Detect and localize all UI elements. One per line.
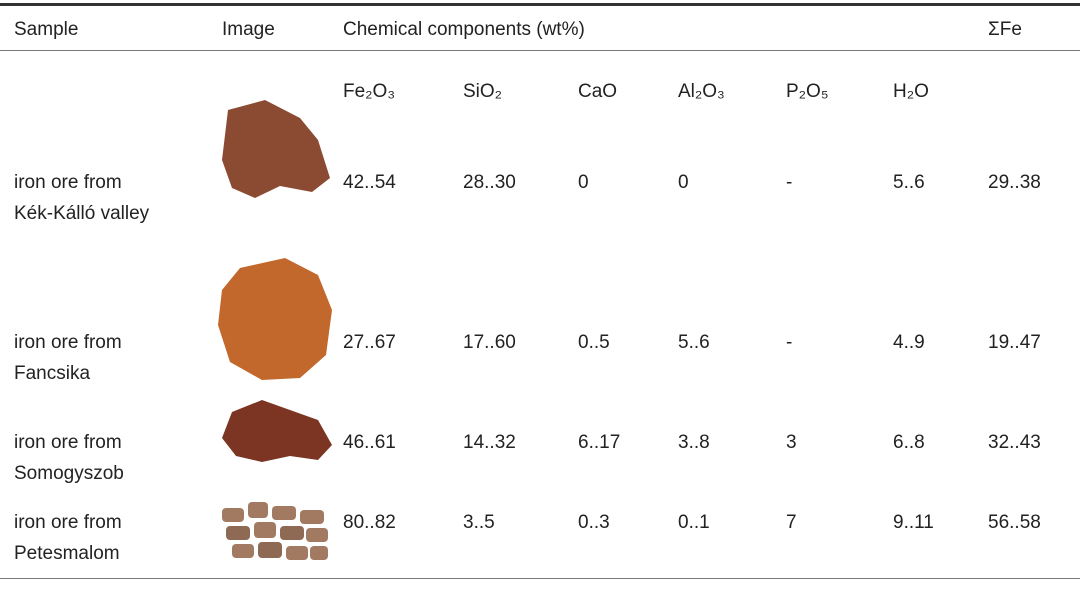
header-cell: Image — [222, 19, 275, 40]
sample-name: iron ore from Somogyszob — [14, 432, 124, 484]
value-cell: 0..5 — [578, 332, 610, 353]
value-cell: 9..11 — [893, 512, 934, 533]
subheader-cell: SiO₂ — [463, 81, 503, 102]
subheader-cell: Fe₂O₃ — [343, 81, 396, 102]
value-cell: 14..32 — [463, 432, 516, 453]
value-cell: 3..8 — [678, 432, 710, 453]
header-cell: ΣFe — [988, 19, 1022, 40]
value-cell: 42..54 — [343, 172, 396, 193]
value-cell: 3 — [786, 432, 797, 453]
value-cell: 46..61 — [343, 432, 396, 453]
value-cell: 29..38 — [988, 172, 1041, 193]
subheader-cell: Al₂O₃ — [678, 81, 725, 102]
bottom-rule — [0, 578, 1080, 579]
value-cell: - — [786, 172, 793, 193]
sample-image — [222, 502, 328, 560]
sample-image — [222, 400, 332, 462]
value-cell: 0..3 — [578, 512, 610, 533]
value-cell: 6..8 — [893, 432, 925, 453]
sample-name: iron ore from Kék-Kálló valley — [14, 172, 150, 224]
header-rule — [0, 50, 1080, 51]
value-cell: 80..82 — [343, 512, 396, 533]
value-cell: 3..5 — [463, 512, 495, 533]
value-cell: 5..6 — [678, 332, 710, 353]
top-rule — [0, 3, 1080, 6]
sample-image — [218, 258, 332, 380]
value-cell: 32..43 — [988, 432, 1041, 453]
value-cell: 0 — [678, 172, 689, 193]
sample-image — [222, 100, 330, 198]
value-cell: 56..58 — [988, 512, 1041, 533]
value-cell: 7 — [786, 512, 797, 533]
value-cell: 4..9 — [893, 332, 925, 353]
header-cell: Chemical components (wt%) — [343, 19, 585, 40]
value-cell: 27..67 — [343, 332, 396, 353]
value-cell: - — [786, 332, 793, 353]
subheader-cell: CaO — [578, 81, 618, 102]
sample-name: iron ore from Petesmalom — [14, 512, 122, 564]
header-cell: Sample — [14, 19, 79, 40]
value-cell: 0 — [578, 172, 589, 193]
value-cell: 19..47 — [988, 332, 1041, 353]
value-cell: 28..30 — [463, 172, 516, 193]
subheader-cell: H₂O — [893, 81, 929, 102]
value-cell: 6..17 — [578, 432, 621, 453]
subheader-cell: P₂O₅ — [786, 81, 829, 102]
value-cell: 17..60 — [463, 332, 516, 353]
value-cell: 5..6 — [893, 172, 925, 193]
value-cell: 0..1 — [678, 512, 710, 533]
sample-name: iron ore from Fancsika — [14, 332, 122, 384]
